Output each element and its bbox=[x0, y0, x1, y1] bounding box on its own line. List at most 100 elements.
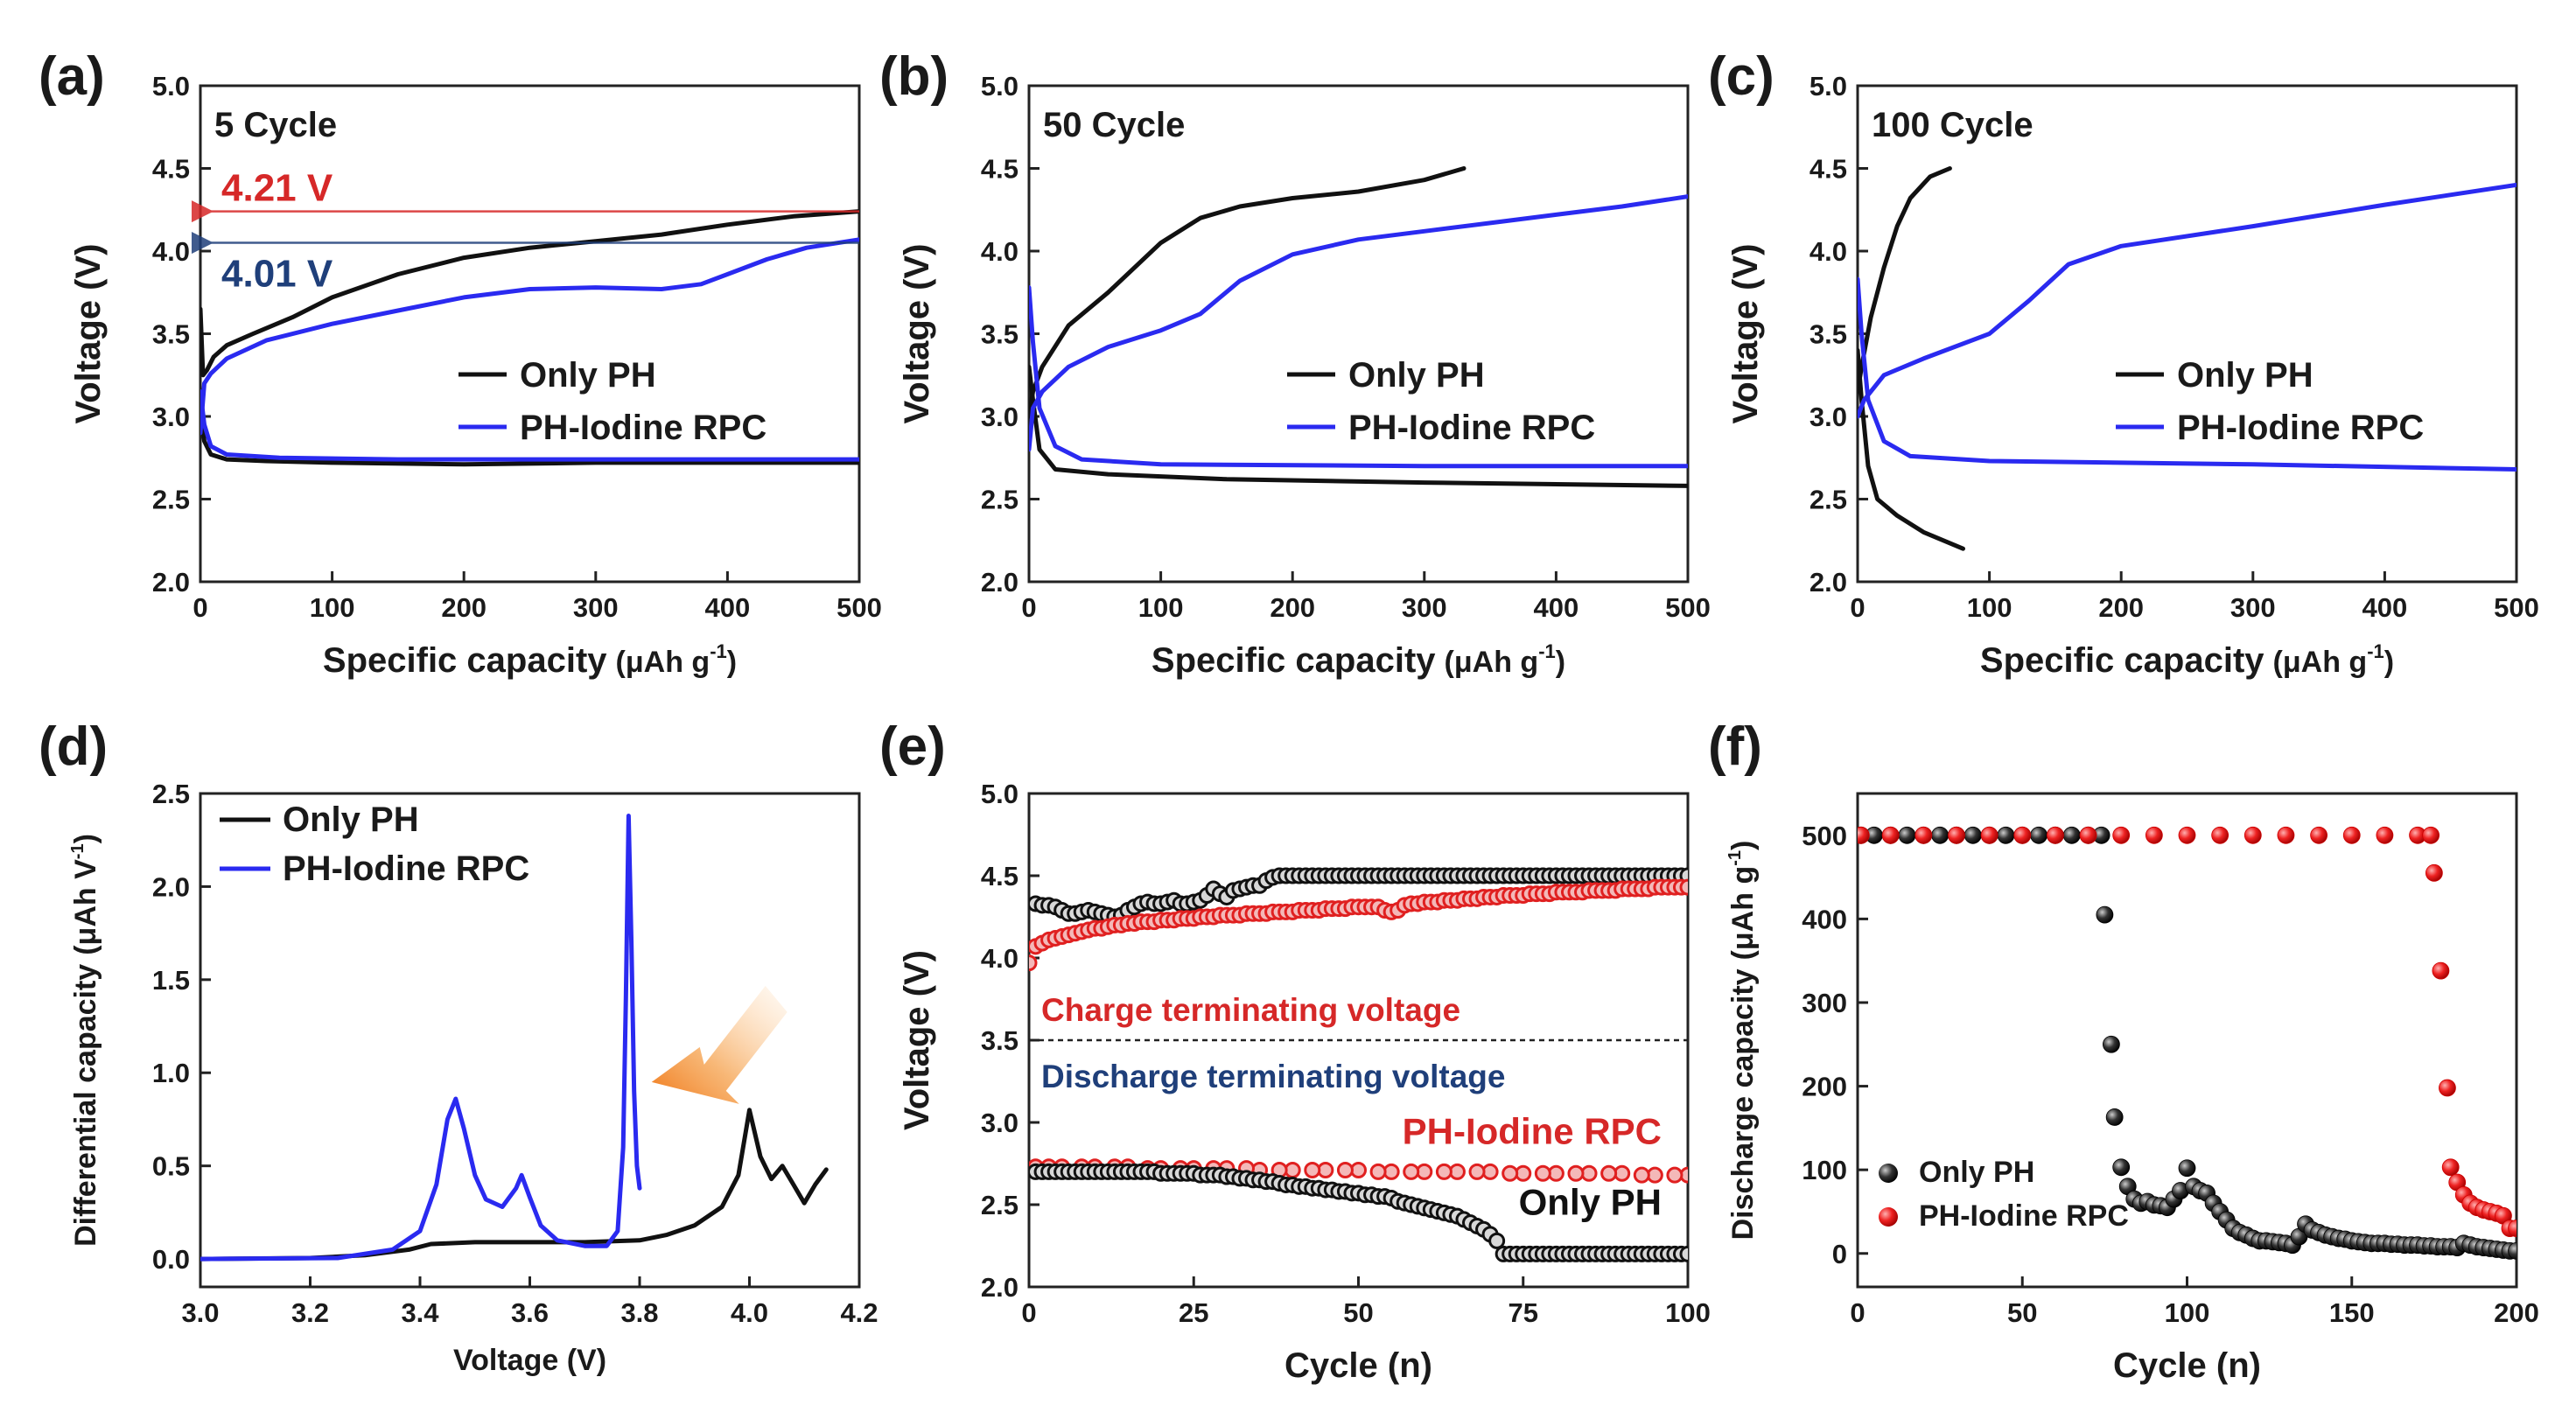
x-axis-title: Cycle (n) bbox=[1284, 1346, 1432, 1385]
panel-label: (f) bbox=[1708, 716, 1762, 777]
y-axis-title-unit: (μAh g bbox=[1726, 866, 1760, 961]
plot-area bbox=[1858, 826, 2516, 1260]
plot-area bbox=[200, 814, 829, 1262]
y-tick-label: 4.5 bbox=[1810, 154, 1847, 185]
legend-label: PH-Iodine RPC bbox=[1348, 409, 1595, 447]
data-point bbox=[1534, 1164, 1551, 1182]
y-tick-label: 500 bbox=[1802, 821, 1847, 851]
y-axis-title-main: Voltage (V) bbox=[898, 244, 936, 424]
y-axis-title-main: Differential capacity bbox=[69, 964, 102, 1247]
data-point bbox=[1567, 1164, 1585, 1182]
series-line-only-ph bbox=[200, 209, 859, 378]
series-line-only-ph bbox=[1029, 166, 1466, 419]
y-tick-label: 5.0 bbox=[981, 779, 1018, 809]
data-point bbox=[2310, 826, 2328, 844]
x-tick-label: 4.2 bbox=[840, 1297, 878, 1328]
data-point bbox=[1881, 826, 1900, 844]
data-point bbox=[2425, 863, 2443, 882]
x-tick-label: 100 bbox=[1967, 592, 2012, 623]
y-tick-label: 300 bbox=[1802, 988, 1847, 1018]
data-point bbox=[1898, 826, 1916, 844]
y-tick-label: 2.0 bbox=[152, 871, 190, 902]
data-point bbox=[2145, 826, 2163, 844]
x-tick-label: 0 bbox=[192, 592, 207, 623]
y-axis-title: Discharge capacity (μAh g-1) bbox=[1726, 841, 1760, 1241]
data-point bbox=[1666, 1166, 1684, 1184]
x-tick-label: 4.0 bbox=[731, 1297, 768, 1328]
plot-frame bbox=[199, 792, 861, 1289]
legend-label: PH-Iodine RPC bbox=[1919, 1199, 2129, 1233]
y-axis-title-close: ) bbox=[69, 834, 102, 843]
y-tick-label: 0.5 bbox=[152, 1151, 190, 1182]
panel-e: (e) 0 25 50 75 100 2.0 2.5 3.0 3.5 4.0 4.5 5.0 Cycle … bbox=[879, 716, 1711, 1385]
data-point bbox=[2030, 826, 2048, 844]
y-axis-title-main: Voltage (V) bbox=[898, 950, 936, 1130]
x-tick-label: 400 bbox=[1534, 592, 1579, 623]
data-point bbox=[2062, 826, 2081, 844]
data-point bbox=[2096, 905, 2114, 924]
voltage-arrow-label: 4.21 V bbox=[221, 167, 333, 210]
legend-label: PH-Iodine RPC bbox=[283, 849, 529, 888]
plot-frame bbox=[1027, 84, 1690, 584]
y-tick-label: 400 bbox=[1802, 904, 1847, 934]
y-tick-label: 3.5 bbox=[1810, 319, 1847, 350]
data-point bbox=[2439, 1079, 2456, 1097]
legend-marker bbox=[1879, 1207, 1898, 1227]
data-point bbox=[1403, 1163, 1420, 1180]
data-point bbox=[1029, 954, 1038, 972]
cycle-annotation: 50 Cycle bbox=[1043, 106, 1185, 144]
y-tick-label: 4.0 bbox=[152, 236, 190, 267]
x-tick-label: 400 bbox=[705, 592, 751, 623]
legend-label: PH-Iodine RPC bbox=[2177, 409, 2424, 447]
x-tick-label: 0 bbox=[1021, 592, 1036, 623]
data-point bbox=[2277, 826, 2295, 844]
x-tick-label: 0 bbox=[1850, 1297, 1865, 1328]
y-tick-label: 3.0 bbox=[981, 1108, 1018, 1138]
panel-d: (d) 3.0 3.2 3.4 3.6 3.8 4.0 4.2 0.0 0.5 1.0 1.5 2.0 2… bbox=[38, 716, 878, 1377]
x-tick-label: 400 bbox=[2362, 592, 2408, 623]
y-tick-label: 2.5 bbox=[152, 779, 190, 809]
x-tick-label: 0 bbox=[1021, 1297, 1036, 1328]
y-tick-label: 3.0 bbox=[1810, 402, 1847, 432]
y-axis-title: Voltage (V) bbox=[69, 244, 108, 424]
data-point bbox=[1488, 1232, 1506, 1249]
y-axis-title-unit: (μAh V bbox=[69, 859, 102, 955]
data-point bbox=[1633, 1166, 1650, 1184]
y-tick-label: 4.5 bbox=[981, 861, 1018, 891]
x-axis-title-main: Cycle (n) bbox=[1284, 1346, 1432, 1385]
y-axis-title: Voltage (V) bbox=[1726, 244, 1765, 424]
legend-label: Only PH bbox=[2177, 356, 2314, 395]
y-tick-label: 3.0 bbox=[152, 402, 190, 432]
y-tick-label: 2.5 bbox=[981, 1190, 1018, 1220]
data-point bbox=[1858, 826, 1870, 844]
cycle-annotation: 100 Cycle bbox=[1872, 106, 2034, 144]
x-tick-label: 3.8 bbox=[620, 1297, 658, 1328]
x-tick-label: 300 bbox=[1402, 592, 1447, 623]
x-axis-title: Specific capacity (μAh g-1) bbox=[1980, 640, 2394, 680]
plot-frame bbox=[1856, 84, 2518, 584]
data-point bbox=[2508, 1241, 2516, 1260]
series-line-ph-iodine-rpc bbox=[200, 237, 859, 436]
plot-area bbox=[1029, 867, 1688, 1262]
x-tick-label: 500 bbox=[836, 592, 882, 623]
legend-marker bbox=[1879, 1164, 1898, 1183]
x-tick-label: 75 bbox=[1508, 1297, 1538, 1328]
y-tick-label: 4.5 bbox=[981, 154, 1018, 185]
series-line-only-ph bbox=[1858, 347, 1965, 551]
x-axis-title-main: Cycle (n) bbox=[2113, 1346, 2261, 1385]
x-tick-label: 50 bbox=[2007, 1297, 2037, 1328]
data-point bbox=[2211, 826, 2230, 844]
data-point bbox=[1997, 826, 2015, 844]
y-axis-title-main: Voltage (V) bbox=[1726, 244, 1765, 424]
series-line-ph-iodine-rpc bbox=[200, 814, 642, 1262]
legend-label: PH-Iodine RPC bbox=[520, 409, 766, 447]
y-tick-label: 3.5 bbox=[981, 319, 1018, 350]
y-axis-title-sup: -1 bbox=[68, 843, 88, 859]
data-point bbox=[2178, 1159, 2196, 1178]
legend-label: Only PH bbox=[283, 800, 419, 839]
legend-label: Only PH bbox=[520, 356, 656, 395]
series-line-only-ph bbox=[1858, 166, 1952, 395]
x-axis-title: Specific capacity (μAh g-1) bbox=[323, 640, 737, 680]
data-point bbox=[2112, 1158, 2131, 1177]
